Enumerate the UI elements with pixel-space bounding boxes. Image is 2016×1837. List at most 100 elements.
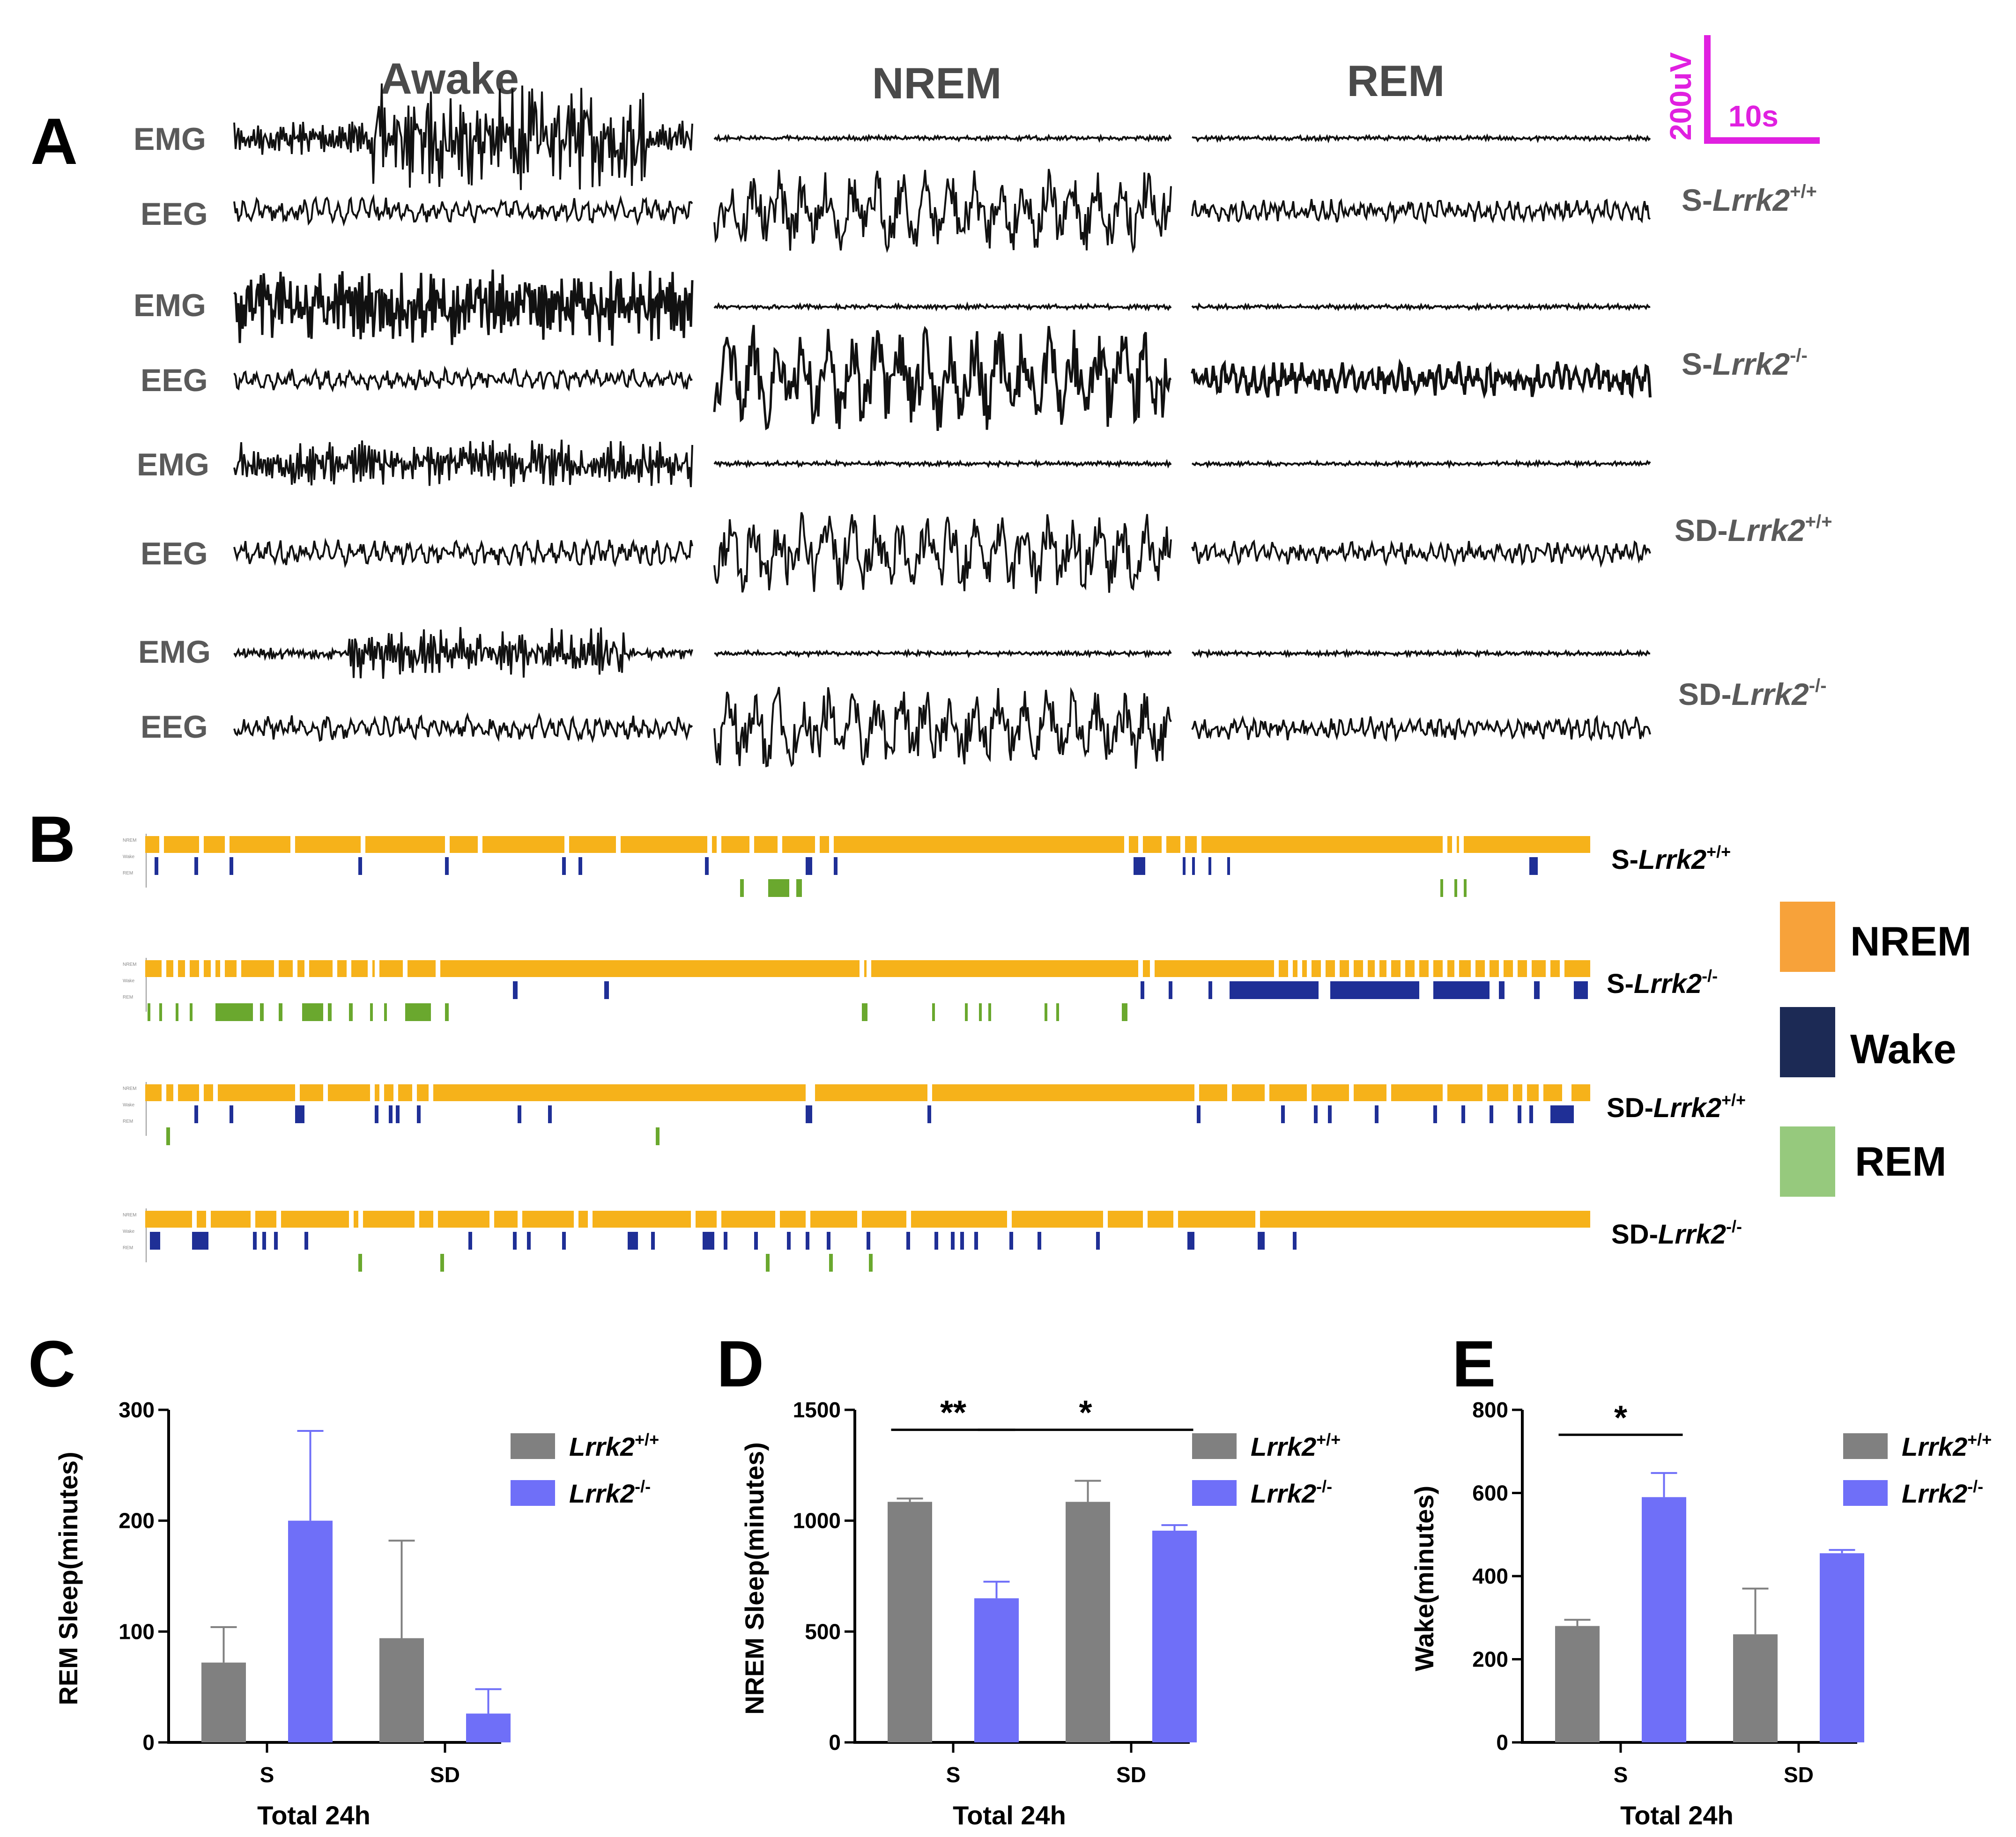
rem-epoch <box>988 1003 991 1021</box>
bar <box>466 1713 511 1742</box>
genotype-gene: Lrrk2 <box>1712 347 1790 381</box>
nrem-epoch <box>384 1084 393 1101</box>
nrem-epoch <box>417 1084 429 1101</box>
wake-epoch <box>1208 857 1211 875</box>
bar-chart-d: 0 500 1000 1500 NREM Sleep(minutes) Total 24h… <box>740 1394 1341 1830</box>
nrem-epoch <box>820 836 829 853</box>
hypnogram-genotype-label: S-Lrrk2-/- <box>1607 966 1718 999</box>
nrem-epoch <box>354 1211 358 1228</box>
eeg-label: EEG <box>141 363 208 398</box>
nrem-epoch <box>178 960 185 977</box>
wake-epoch <box>1529 857 1538 875</box>
hypnogram-track-label: NREM <box>123 1086 136 1091</box>
nrem-epoch <box>834 836 1124 853</box>
nrem-epoch <box>1543 1084 1562 1101</box>
nrem-epoch <box>1178 1211 1255 1228</box>
rem-epoch <box>932 1003 935 1021</box>
wake-epoch <box>927 1105 931 1123</box>
nrem-epoch <box>1368 960 1375 977</box>
nrem-epoch <box>1340 960 1349 977</box>
rem-epoch <box>260 1003 264 1021</box>
nrem-epoch <box>1155 960 1274 977</box>
nrem-epoch <box>281 1211 349 1228</box>
rem-emg-trace <box>1191 302 1651 312</box>
wake-epoch <box>1192 857 1195 875</box>
nrem-epoch <box>1447 836 1452 853</box>
hypnogram-track-label: Wake <box>123 1229 135 1234</box>
wake-epoch <box>806 1232 809 1250</box>
hypnogram-track-label: REM <box>123 995 133 1000</box>
rem-epoch <box>370 1003 373 1021</box>
wake-epoch <box>192 1232 208 1250</box>
nrem-epoch <box>932 1084 1194 1101</box>
nrem-epoch <box>1504 960 1513 977</box>
nrem-epoch <box>255 1211 276 1228</box>
wake-epoch <box>1230 981 1319 999</box>
bar <box>1152 1530 1197 1742</box>
wake-epoch <box>1433 981 1490 999</box>
genotype-superscript: -/- <box>1726 1217 1742 1236</box>
nrem-epoch <box>754 836 778 853</box>
x-tick-label: S <box>1614 1763 1628 1787</box>
wake-epoch <box>1038 1232 1041 1250</box>
rem-epoch <box>862 1003 867 1021</box>
rem-epoch <box>965 1003 968 1021</box>
wake-epoch <box>1529 1105 1533 1123</box>
x-axis-label: Total 24h <box>953 1800 1066 1830</box>
wake-epoch <box>150 1232 160 1250</box>
nrem-epoch <box>379 960 403 977</box>
nrem-epoch <box>522 1211 574 1228</box>
nrem-epoch <box>1302 960 1307 977</box>
rem-epoch <box>440 1254 444 1272</box>
eeg-label: EEG <box>141 536 208 571</box>
genotype-superscript: +/+ <box>1706 842 1731 861</box>
wake-epoch <box>1197 1105 1201 1123</box>
rem-epoch <box>445 1003 449 1021</box>
genotype-superscript: +/+ <box>1790 181 1817 202</box>
nrem-epoch <box>593 1211 691 1228</box>
genotype-group: S- <box>1682 347 1712 381</box>
wake-epoch <box>1499 981 1505 999</box>
awake-emg-trace <box>233 269 694 346</box>
wake-epoch <box>562 1232 566 1250</box>
genotype-group: SD- <box>1607 1093 1653 1123</box>
nrem-epoch <box>1490 960 1499 977</box>
awake-eeg-trace <box>233 193 693 227</box>
bar-charts: 0 100 200 300 REM Sleep(minutes) Total 24h S SD… <box>53 1394 1992 1830</box>
nrem-epoch <box>230 836 290 853</box>
rem-epoch <box>302 1003 323 1021</box>
nrem-epoch <box>1457 836 1459 853</box>
nrem-epoch <box>1487 1084 1508 1101</box>
nrem-epoch <box>204 836 225 853</box>
y-tick-label: 400 <box>1472 1564 1508 1588</box>
genotype-label: S-Lrrk2+/+ <box>1682 181 1817 217</box>
legend-label: Lrrk2-/- <box>1251 1477 1332 1508</box>
nrem-epoch <box>363 1211 415 1228</box>
nrem-epoch <box>1518 960 1527 977</box>
bar <box>1642 1497 1686 1742</box>
legend-label-wake: Wake <box>1850 1026 1957 1072</box>
wake-epoch <box>1328 1105 1332 1123</box>
legend-label-rem: REM <box>1855 1138 1947 1185</box>
wake-epoch <box>155 857 158 875</box>
rem-epoch <box>405 1003 431 1021</box>
panel-b-label: B <box>28 802 75 876</box>
state-label-awake: Awake <box>380 54 519 103</box>
hypnogram-track-label: REM <box>123 1119 133 1124</box>
bar-chart-e: 0 200 400 600 800 Wake(minutes) Total 24h S SD * L… <box>1409 1398 1992 1830</box>
wake-epoch <box>806 1105 812 1123</box>
legend-superscript: +/+ <box>1967 1430 1992 1449</box>
wake-epoch <box>827 1232 830 1250</box>
x-tick-label: S <box>946 1763 961 1787</box>
genotype-group: S- <box>1611 844 1638 875</box>
bar-chart-c: 0 100 200 300 REM Sleep(minutes) Total 24h S SD… <box>53 1398 659 1830</box>
nrem-epoch <box>696 1211 717 1228</box>
nrem-epoch <box>782 836 815 853</box>
nrem-epoch <box>1475 960 1485 977</box>
hypnogram-track-label: NREM <box>123 962 136 967</box>
hypnogram-genotype-label: SD-Lrrk2+/+ <box>1607 1090 1746 1123</box>
nrem-epoch <box>862 1211 906 1228</box>
scale-bar-amplitude: 200uV <box>1664 52 1697 141</box>
nrem-epoch <box>1459 960 1471 977</box>
